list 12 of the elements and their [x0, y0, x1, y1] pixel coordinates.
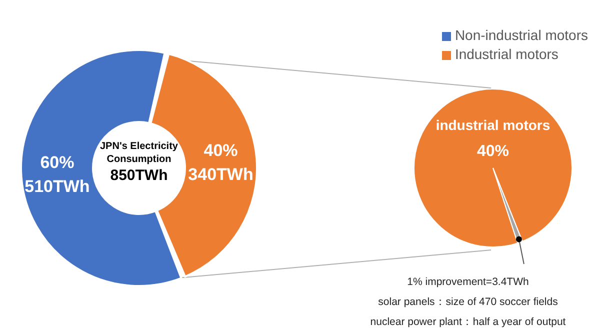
- text: 40%: [476, 143, 510, 160]
- text: nuclear power plant：half a year of output: [369, 315, 567, 330]
- legend-label: Industrial motors: [454, 46, 558, 62]
- text: JPN's Electricity Consumption: [99, 140, 179, 166]
- text: 1% improvement=3.4TWh: [406, 275, 530, 290]
- data-label: 60% 510TWh: [24, 153, 90, 196]
- text: 850TWh: [109, 166, 169, 186]
- data-label: 40% 340TWh: [188, 140, 254, 184]
- legend-label: Non-industrial motors: [454, 27, 588, 43]
- pie-slice: [414, 88, 572, 248]
- text: solar panels：size of 470 soccer fields: [377, 295, 559, 310]
- slice-label: industrial motors: [436, 117, 550, 133]
